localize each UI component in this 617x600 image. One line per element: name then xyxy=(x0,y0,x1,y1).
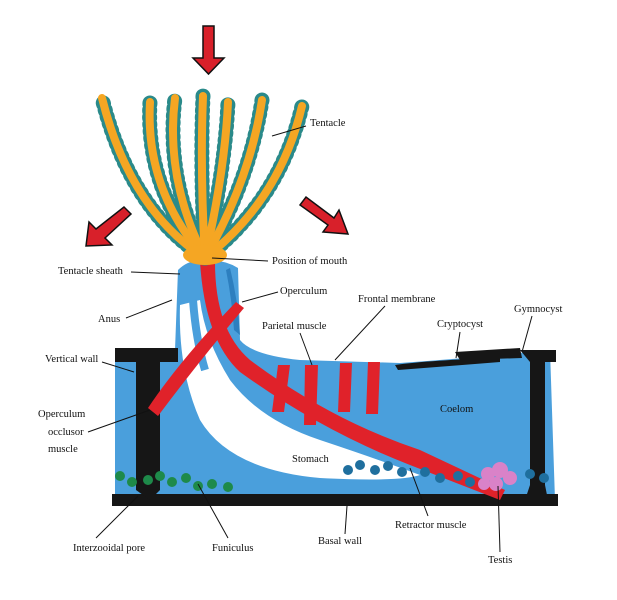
leader-lines-part xyxy=(409,467,429,517)
zooid-body-part xyxy=(112,494,558,506)
label: Frontal membrane xyxy=(358,294,436,305)
testis-part xyxy=(492,462,508,478)
label: Testis xyxy=(488,555,512,566)
funiculus-cells-part xyxy=(181,473,191,483)
funiculus-cells-part xyxy=(207,479,217,489)
testis-part xyxy=(489,477,503,491)
flow-arrows-part xyxy=(191,25,226,76)
tentacles xyxy=(94,88,310,266)
blue-cells-part xyxy=(420,467,430,477)
muscles xyxy=(148,262,505,500)
leader-lines-part xyxy=(334,305,386,361)
funiculus-cells-part xyxy=(167,477,177,487)
tentacles-part-part xyxy=(98,94,209,262)
label: Coelom xyxy=(440,404,473,415)
label: Retractor muscle xyxy=(395,520,467,531)
label: Parietal muscle xyxy=(262,321,327,332)
leader-lines-part xyxy=(95,495,139,539)
zooid-body-part xyxy=(179,300,420,480)
funiculus-cells-part xyxy=(223,482,233,492)
testis xyxy=(478,462,517,491)
label: Gymnocyst xyxy=(514,304,562,315)
label: Funiculus xyxy=(212,543,253,554)
muscles-part xyxy=(200,262,505,500)
zooid-body-part xyxy=(395,358,500,370)
leader-lines-part xyxy=(87,409,151,433)
blue-cells-part xyxy=(525,469,535,479)
zooid-body-part xyxy=(520,350,556,500)
label: Tentacle sheath xyxy=(58,266,124,277)
leader-lines-part xyxy=(101,361,135,373)
blue-cells-part xyxy=(343,465,353,475)
tentacles-part-part xyxy=(201,98,232,262)
tentacles-part xyxy=(98,92,306,262)
label: Position of mouth xyxy=(272,256,348,267)
label: Operculum xyxy=(38,409,85,420)
label: Vertical wall xyxy=(45,354,98,365)
leader-lines-part xyxy=(455,331,461,359)
tentacles-part-part xyxy=(169,94,209,262)
zooid-body-part xyxy=(115,348,178,500)
zooid-body-part xyxy=(455,348,522,360)
muscles-part xyxy=(272,365,290,412)
tentacles-part-part xyxy=(201,102,306,262)
leader-lines-part xyxy=(130,271,181,275)
funiculus-cells xyxy=(115,471,233,492)
leader-lines xyxy=(87,125,533,553)
blue-cells-part xyxy=(435,473,445,483)
funiculus-cells-part xyxy=(143,475,153,485)
muscles-part xyxy=(338,363,352,412)
muscles-part xyxy=(148,302,244,416)
blue-cells-part xyxy=(465,477,475,487)
blue-cells-part xyxy=(539,473,549,483)
leader-lines-part xyxy=(497,485,501,553)
blue-cells-part xyxy=(370,465,380,475)
funiculus-cells-part xyxy=(127,477,137,487)
tentacles-part-part xyxy=(197,92,209,262)
blue-cells-part xyxy=(397,467,407,477)
leader-lines-part xyxy=(271,125,307,137)
label: Operculum xyxy=(280,286,327,297)
flow-arrows xyxy=(85,25,350,247)
label: muscle xyxy=(48,444,78,455)
testis-part xyxy=(481,467,495,481)
testis-part xyxy=(503,471,517,485)
leader-lines-part xyxy=(344,505,348,535)
blue-cells-part xyxy=(383,461,393,471)
zooid-body-part xyxy=(226,268,240,335)
label: Interzooidal pore xyxy=(73,543,145,554)
labels: Tentacle Tentacle sheath Position of mou… xyxy=(38,118,562,566)
label: Tentacle xyxy=(310,118,346,129)
funiculus-cells-part xyxy=(115,471,125,481)
label: Basal wall xyxy=(318,536,362,547)
blue-cells-part xyxy=(355,460,365,470)
testis-part xyxy=(478,478,490,490)
flow-arrows-part xyxy=(85,205,133,247)
tentacles-part xyxy=(183,245,227,265)
leader-lines-part xyxy=(125,299,173,319)
blue-cells-part xyxy=(453,471,463,481)
label: Anus xyxy=(98,314,120,325)
blue-cells xyxy=(343,460,549,487)
tentacles-part-part xyxy=(145,98,209,262)
leader-lines-part xyxy=(521,315,533,353)
funiculus-cells-part xyxy=(155,471,165,481)
leader-lines-part xyxy=(299,332,313,366)
leader-lines-part xyxy=(241,291,279,303)
leader-lines-part xyxy=(197,483,229,539)
muscles-part xyxy=(366,362,380,414)
flow-arrows-part xyxy=(298,195,350,235)
tentacles-part-part xyxy=(201,96,266,262)
muscles-part xyxy=(304,365,318,425)
label: Cryptocyst xyxy=(437,319,483,330)
zooid-body-part xyxy=(189,299,209,372)
label: occlusor xyxy=(48,427,84,438)
label: Stomach xyxy=(292,454,329,465)
leader-lines-part xyxy=(211,257,269,262)
